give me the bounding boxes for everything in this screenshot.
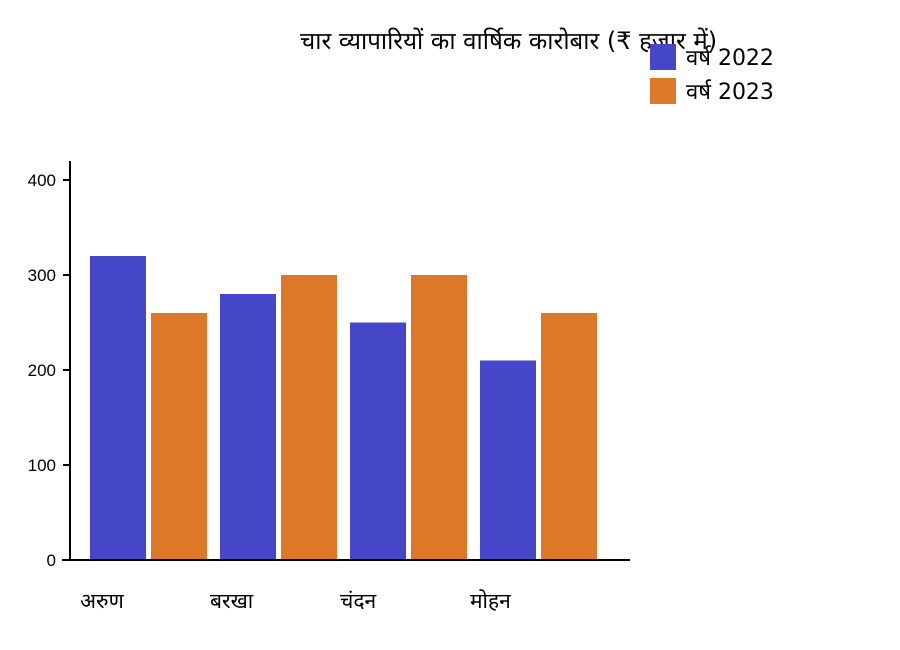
legend-item-2023: वर्ष 2023 [650,74,774,108]
bar-1-1 [90,256,146,560]
bar-2-2 [281,275,337,560]
legend: वर्ष 2022 वर्ष 2023 [650,40,774,108]
legend-item-2022: वर्ष 2022 [650,40,774,74]
y-tick-label-0: 0 [47,551,56,570]
chart-title: चार व्यापारियों का वार्षिक कारोबार (₹ हज… [300,27,718,55]
legend-swatch-2022 [650,44,676,70]
y-tick-label-400: 400 [28,171,56,190]
y-tick-label-200: 200 [28,361,56,380]
legend-swatch-2023 [650,78,676,104]
bar-1-4 [480,360,536,560]
bar-1-2 [220,294,276,560]
bar-2-3 [411,275,467,560]
legend-label-2023: वर्ष 2023 [686,80,774,105]
bar-1-3 [350,322,406,560]
bar-2-4 [541,313,597,560]
x-tick-label-4: मोहन [470,589,511,613]
x-tick-label-3: चंदन [340,589,376,613]
x-tick-label-2: बरखा [210,589,254,613]
y-tick-label-100: 100 [28,456,56,475]
legend-label-2022: वर्ष 2022 [686,46,774,71]
bar-2-1 [151,313,207,560]
y-tick-label-300: 300 [28,266,56,285]
x-tick-label-1: अरुण [80,589,125,613]
